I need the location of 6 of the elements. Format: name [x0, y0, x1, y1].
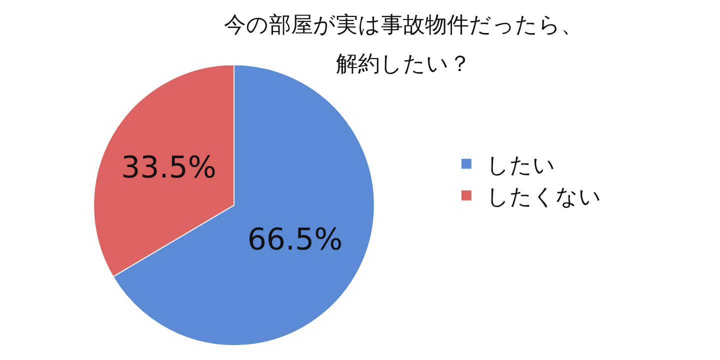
text: 今の部屋が実は事故物件だったら、: [224, 13, 583, 38]
data-label: 66.5%: [247, 222, 343, 258]
data-label: 33.5%: [121, 150, 216, 186]
legend-label: したくない: [486, 184, 602, 210]
text: 解約したい？: [336, 52, 471, 77]
legend-label: したい: [486, 153, 556, 178]
